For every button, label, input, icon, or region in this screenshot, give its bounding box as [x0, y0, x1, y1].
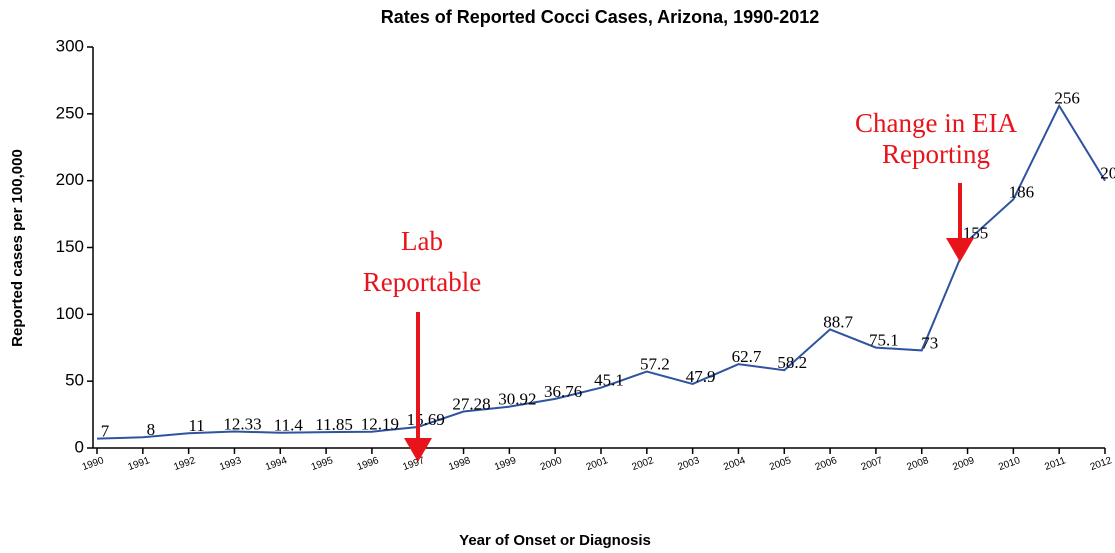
data-label: 186	[1009, 182, 1035, 201]
x-tick-label: 1999	[493, 455, 518, 473]
x-tick-label: 2004	[722, 455, 747, 473]
annotation-text: Change in EIA	[855, 108, 1017, 138]
annotation-text: Lab	[401, 226, 443, 256]
x-tick-label: 1998	[447, 455, 472, 473]
data-label: 12.19	[361, 415, 399, 434]
x-tick-label: 2000	[539, 455, 564, 473]
x-tick-label: 1995	[310, 455, 335, 473]
y-tick-label: 0	[75, 437, 84, 456]
y-tick-label: 250	[56, 103, 84, 122]
x-tick-label: 1994	[264, 455, 289, 473]
data-label: 200	[1100, 164, 1115, 183]
data-label: 12.33	[223, 414, 261, 433]
annotation-arrow-head	[946, 238, 974, 262]
x-tick-label: 2001	[585, 455, 610, 473]
x-tick-label: 2003	[676, 455, 701, 473]
data-label: 62.7	[732, 347, 762, 366]
data-label: 73	[921, 333, 938, 352]
x-tick-label: 2006	[814, 455, 839, 473]
x-tick-label: 2012	[1089, 455, 1114, 473]
x-tick-label: 2011	[1043, 455, 1067, 473]
y-tick-label: 200	[56, 170, 84, 189]
y-tick-label: 100	[56, 304, 84, 323]
data-label: 57.2	[640, 354, 670, 373]
data-label: 58.2	[777, 353, 807, 372]
data-label: 30.92	[498, 390, 536, 409]
annotation-arrow-head	[404, 438, 432, 462]
data-label: 7	[101, 422, 110, 441]
x-tick-label: 2008	[905, 455, 930, 473]
x-tick-label: 2010	[997, 455, 1022, 473]
x-tick-label: 2009	[951, 455, 976, 473]
x-tick-label: 2005	[768, 455, 793, 473]
data-label: 256	[1054, 89, 1080, 108]
data-label: 45.1	[594, 371, 624, 390]
x-tick-label: 2002	[631, 455, 656, 473]
x-tick-label: 1996	[356, 455, 381, 473]
data-label: 155	[963, 224, 989, 243]
data-label: 8	[147, 420, 156, 439]
data-label: 27.28	[452, 394, 490, 413]
data-label: 11.85	[315, 415, 353, 434]
y-tick-label: 50	[65, 371, 84, 390]
annotation-text: Reportable	[363, 267, 481, 297]
x-tick-label: 1993	[218, 455, 243, 473]
x-tick-label: 1997	[401, 455, 426, 473]
data-label: 88.7	[823, 312, 853, 331]
x-axis-title: Year of Onset or Diagnosis	[459, 532, 651, 549]
y-tick-label: 150	[56, 237, 84, 256]
data-line	[96, 103, 1106, 440]
y-axis-title: Reported cases per 100,000	[9, 149, 26, 347]
data-label: 36.76	[544, 382, 582, 401]
y-tick-label: 300	[56, 36, 84, 55]
data-label: 47.9	[686, 367, 716, 386]
x-tick-label: 1992	[172, 455, 197, 473]
chart-title: Rates of Reported Cocci Cases, Arizona, …	[381, 7, 820, 27]
x-tick-label: 1991	[127, 455, 152, 473]
data-label: 15.69	[407, 410, 445, 429]
annotation-text: Reporting	[882, 139, 990, 169]
data-label: 11.4	[274, 416, 304, 435]
x-tick-label: 2007	[860, 455, 885, 473]
data-label: 75.1	[869, 331, 899, 350]
x-tick-label: 1990	[81, 455, 106, 473]
data-label: 11	[188, 416, 204, 435]
